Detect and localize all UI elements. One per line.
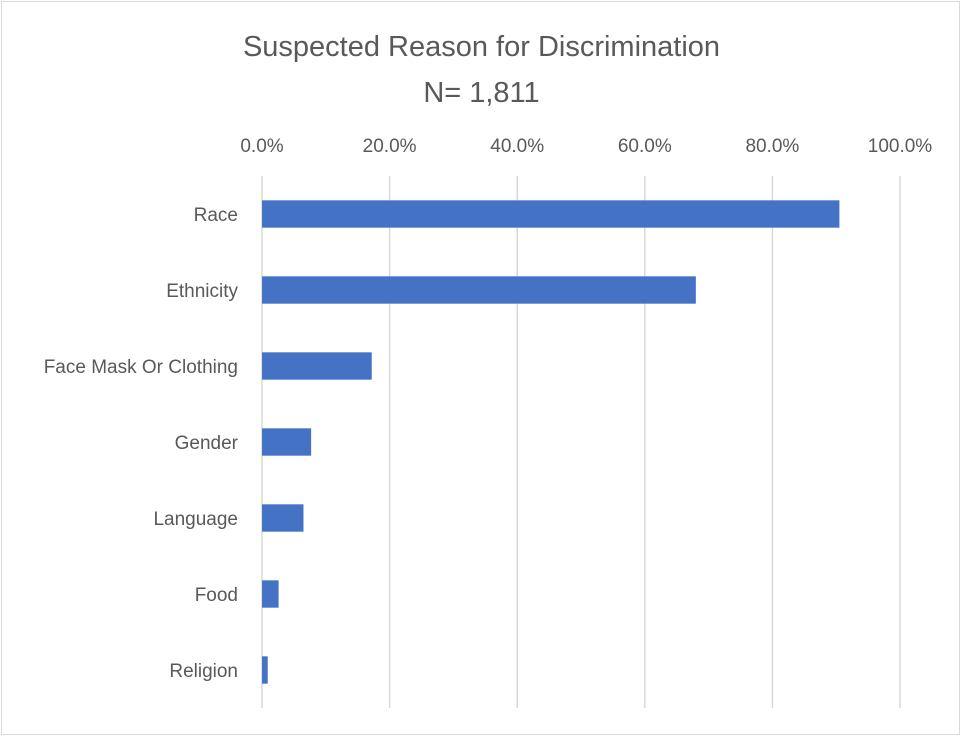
category-label: Language [153, 509, 238, 530]
category-label: Food [195, 585, 238, 606]
x-tick-label: 20.0% [363, 136, 417, 157]
x-tick-label: 60.0% [618, 136, 672, 157]
x-tick-label: 0.0% [240, 136, 283, 157]
category-label: Race [194, 205, 238, 226]
x-tick-label: 80.0% [745, 136, 799, 157]
category-label: Religion [169, 661, 238, 682]
x-tick-label: 40.0% [490, 136, 544, 157]
x-tick-label: 100.0% [868, 136, 933, 157]
chart-subtitle: N= 1,811 [423, 77, 540, 109]
bar [262, 200, 840, 228]
bar [262, 276, 696, 304]
chart-title: Suspected Reason for Discrimination [242, 31, 721, 63]
bar [262, 428, 312, 456]
bar [262, 580, 279, 608]
bar [262, 352, 372, 380]
category-label: Face Mask Or Clothing [44, 357, 238, 378]
bar [262, 656, 268, 684]
category-label: Gender [175, 433, 239, 454]
category-label: Ethnicity [166, 281, 238, 302]
bar [262, 504, 304, 532]
